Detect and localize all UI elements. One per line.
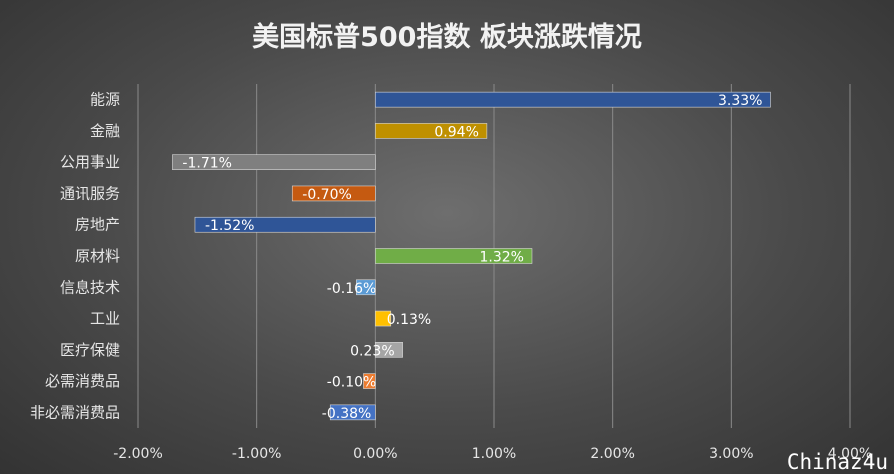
x-tick-label: -1.00% (232, 446, 282, 462)
bar (291, 185, 376, 202)
data-label: 0.23% (350, 343, 394, 359)
bar (194, 216, 376, 233)
category-label: 原材料 (75, 247, 120, 265)
category-label: 非必需消费品 (30, 403, 120, 421)
data-label: 0.94% (434, 124, 478, 140)
category-label: 金融 (90, 122, 120, 140)
bar (375, 248, 533, 264)
category-label: 通讯服务 (60, 184, 120, 202)
bar (172, 154, 376, 170)
bar (356, 279, 376, 296)
category-label: 必需消费品 (45, 372, 120, 390)
bar (375, 123, 488, 139)
data-labels: 3.33% 0.94% -1.71% -0.70% -1.52% 1.32% -0.16% 0… (182, 93, 762, 422)
x-tick-label: 1.00% (472, 446, 516, 462)
data-label: -0.16% (327, 281, 377, 297)
data-label: -0.10% (327, 375, 377, 391)
bars (172, 91, 771, 421)
chart-title: 美国标普500指数 板块涨跌情况 (252, 21, 642, 53)
data-label: -0.38% (322, 406, 372, 422)
x-tick-label: -2.00% (113, 446, 163, 462)
bar (329, 404, 376, 421)
data-label: -1.71% (182, 156, 232, 172)
category-label: 信息技术 (60, 278, 120, 296)
bar (375, 91, 771, 108)
watermark: Chinaz4u (787, 450, 888, 474)
x-tick-label: 3.00% (709, 446, 753, 462)
bar (363, 373, 376, 389)
category-label: 能源 (90, 91, 120, 109)
bar (375, 310, 392, 327)
x-tick-label: 2.00% (590, 446, 634, 462)
bar (375, 342, 403, 358)
data-label: 3.33% (718, 93, 762, 109)
category-label: 医疗保健 (60, 341, 120, 359)
x-tick-label: 4.00% (828, 446, 872, 462)
x-tick-label: 0.00% (353, 446, 397, 462)
category-label: 公用事业 (60, 153, 120, 171)
data-label: 0.13% (387, 312, 431, 328)
category-label: 工业 (90, 310, 120, 328)
data-label: 1.32% (479, 250, 523, 266)
data-label: -0.70% (302, 187, 352, 203)
data-label: -1.52% (205, 218, 255, 234)
x-axis-ticks: -2.00% -1.00% 0.00% 1.00% 2.00% 3.00% 4.00% (113, 446, 872, 462)
category-label: 房地产 (75, 216, 120, 234)
